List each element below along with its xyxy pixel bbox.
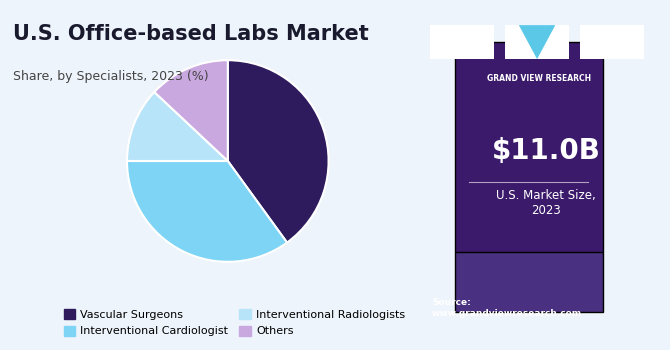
Bar bbox=[580, 25, 644, 59]
FancyBboxPatch shape bbox=[455, 252, 603, 312]
Text: Share, by Specialists, 2023 (%): Share, by Specialists, 2023 (%) bbox=[13, 70, 209, 83]
Wedge shape bbox=[154, 60, 228, 161]
Text: GRAND VIEW RESEARCH: GRAND VIEW RESEARCH bbox=[487, 74, 592, 83]
FancyBboxPatch shape bbox=[455, 42, 603, 312]
Bar bbox=[430, 25, 494, 59]
Legend: Vascular Surgeons, Interventional Cardiologist, Interventional Radiologists, Oth: Vascular Surgeons, Interventional Cardio… bbox=[59, 305, 410, 341]
Wedge shape bbox=[127, 92, 228, 161]
Wedge shape bbox=[127, 161, 287, 262]
Bar bbox=[505, 25, 569, 59]
Text: $11.0B: $11.0B bbox=[492, 136, 600, 164]
Text: U.S. Office-based Labs Market: U.S. Office-based Labs Market bbox=[13, 25, 369, 44]
Wedge shape bbox=[228, 60, 328, 243]
Text: Source:
www.grandviewresearch.com: Source: www.grandviewresearch.com bbox=[432, 298, 582, 318]
Polygon shape bbox=[519, 25, 555, 59]
Text: U.S. Market Size,
2023: U.S. Market Size, 2023 bbox=[496, 189, 596, 217]
